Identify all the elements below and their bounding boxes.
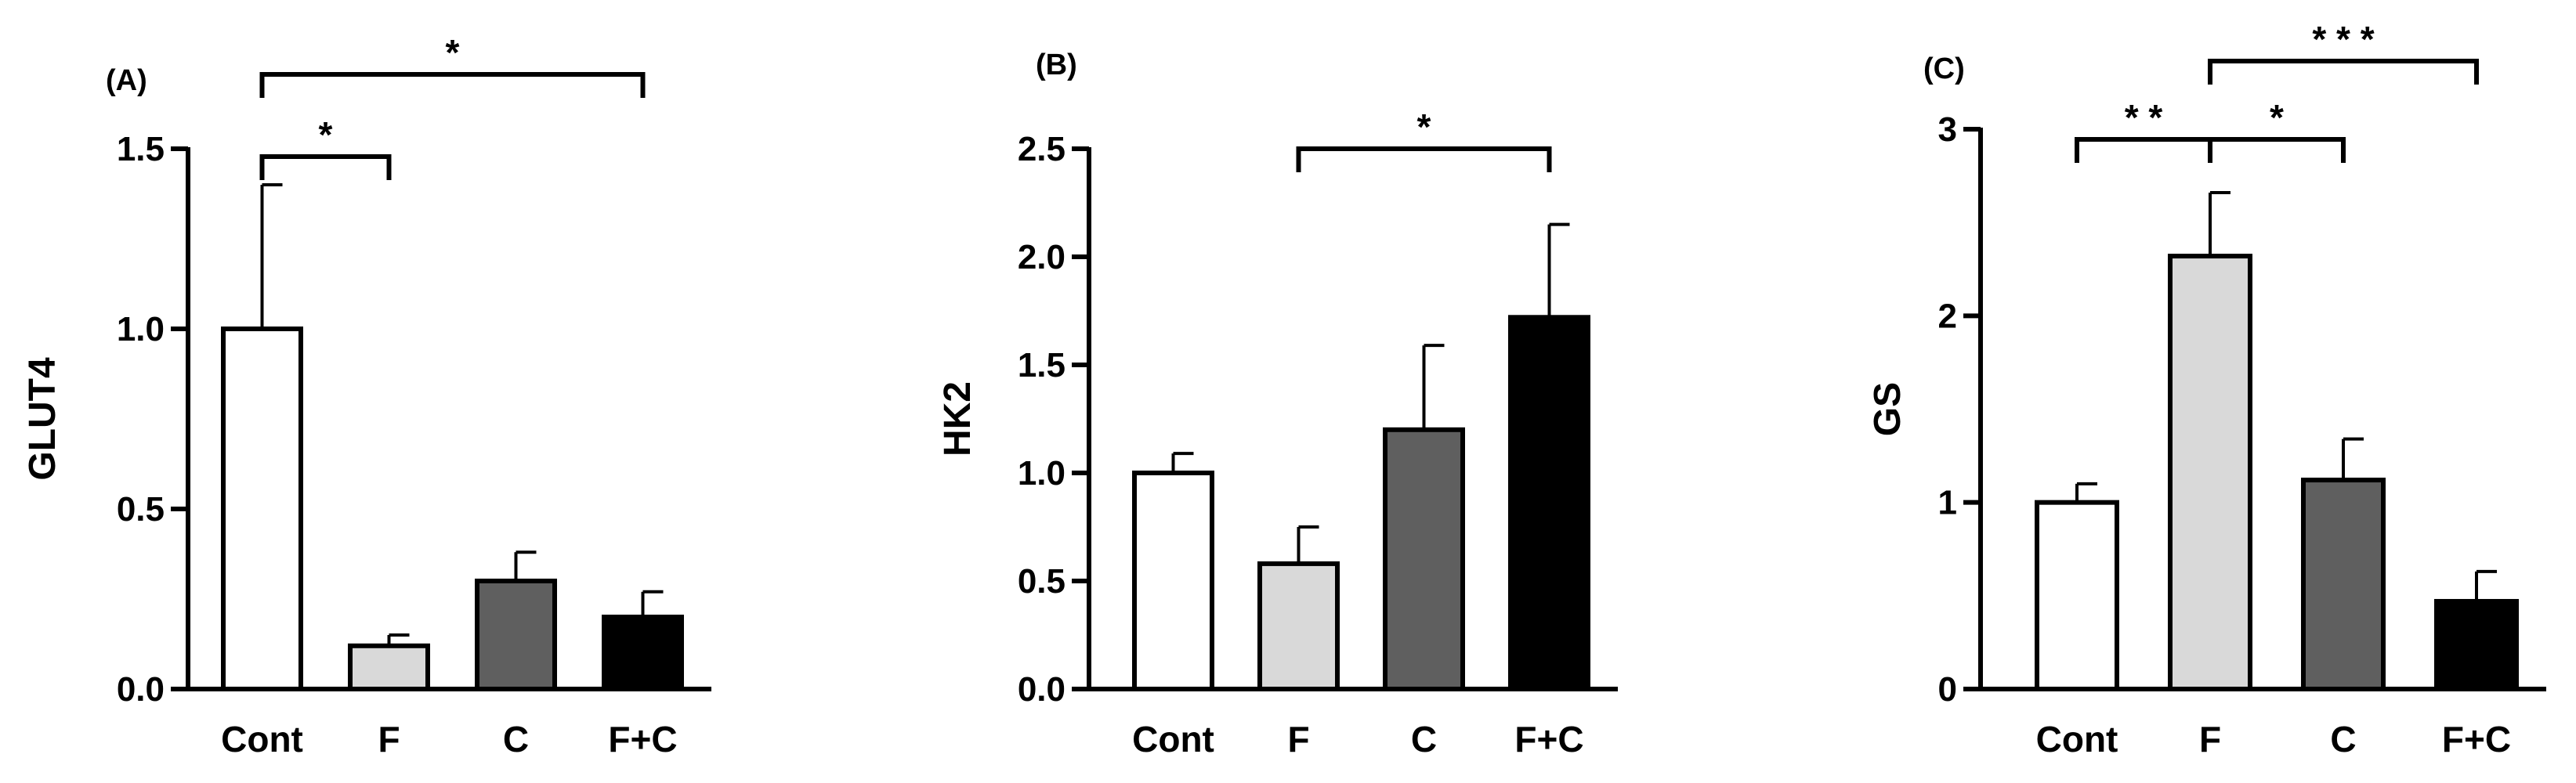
y-tick-label: 1 <box>1938 484 1957 522</box>
bar <box>1383 427 1465 691</box>
x-tick-label: C <box>2330 719 2356 760</box>
y-tick-label: 1.5 <box>1018 346 1065 384</box>
panel-label: (B) <box>1036 49 1077 81</box>
panel-c: (C) 0 1 2 3 GS Cont F C F+C * * * * * * <box>1867 19 2546 760</box>
x-tick-label: F <box>2199 719 2221 760</box>
significance-label: * <box>446 32 460 73</box>
x-tick-label: C <box>1411 719 1437 760</box>
panel-label: (A) <box>106 64 147 97</box>
x-tick-label: Cont <box>2036 719 2118 760</box>
bar <box>348 643 430 691</box>
y-tick-label: 1.0 <box>117 310 165 348</box>
y-tick-label: 0.5 <box>117 490 165 529</box>
y-axis-label: GS <box>1867 382 1908 436</box>
bar <box>2168 254 2252 692</box>
significance-bracket <box>1296 146 1552 172</box>
x-tick-label: F+C <box>608 719 677 760</box>
y-tick-label: 0 <box>1938 670 1957 709</box>
y-tick-label: 3 <box>1938 110 1957 149</box>
bar <box>1132 471 1214 691</box>
bar <box>221 327 303 691</box>
y-axis-label: HK2 <box>937 381 979 456</box>
y-tick-label: 2.0 <box>1018 238 1065 276</box>
bar <box>2035 500 2119 692</box>
bar <box>1257 561 1340 691</box>
significance-label: * <box>1417 106 1431 147</box>
y-tick-label: 0.5 <box>1018 562 1065 601</box>
panel-label: (C) <box>1923 52 1965 85</box>
significance-label: * * * <box>2312 19 2374 60</box>
y-tick-label: 1.5 <box>117 130 165 168</box>
x-tick-label: F+C <box>1514 719 1583 760</box>
bar <box>475 579 557 691</box>
y-tick-label: 2.5 <box>1018 130 1065 168</box>
x-tick-label: F+C <box>2442 719 2511 760</box>
significance-bracket <box>2208 137 2346 163</box>
x-tick-label: C <box>503 719 529 760</box>
y-axis-label: GLUT4 <box>22 357 63 481</box>
y-tick-label: 0.0 <box>1018 670 1065 709</box>
y-tick-label: 2 <box>1938 297 1957 335</box>
significance-bracket <box>2208 59 2479 85</box>
x-tick-label: Cont <box>221 719 303 760</box>
significance-label: * * <box>2125 97 2163 138</box>
bar <box>602 615 684 691</box>
x-tick-label: F <box>1287 719 1309 760</box>
bar <box>2301 478 2386 691</box>
significance-label: * <box>319 114 333 155</box>
panel-b: (B) 0.0 0.5 1.0 1.5 2.0 2.5 HK2 Cont F C F+C * <box>937 49 1618 760</box>
y-tick-label: 1.0 <box>1018 454 1065 493</box>
significance-bracket <box>259 154 392 180</box>
panel-a: (A) 0.0 0.5 1.0 1.5 GLUT4 Cont F C F+C * * <box>22 32 711 760</box>
significance-bracket <box>2075 137 2212 163</box>
significance-bracket <box>259 72 646 98</box>
significance-label: * <box>2270 97 2284 138</box>
x-tick-label: Cont <box>1132 719 1214 760</box>
bar <box>1508 315 1590 691</box>
y-tick-label: 0.0 <box>117 670 165 709</box>
x-tick-label: F <box>378 719 400 760</box>
bar <box>2434 598 2519 692</box>
